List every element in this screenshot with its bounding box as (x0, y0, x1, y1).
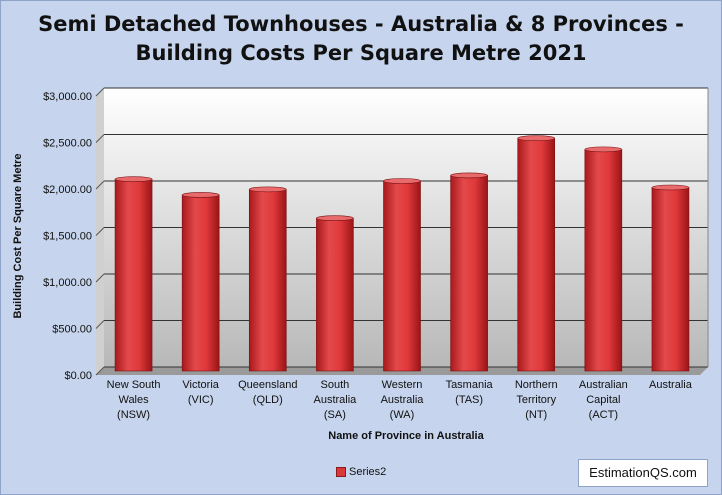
bar-front (248, 189, 287, 372)
chart-title-line-2: Building Costs Per Square Metre 2021 (135, 41, 587, 65)
x-category-label: Victoria (VIC) (182, 379, 219, 406)
bar (383, 178, 421, 372)
bar-top (316, 215, 354, 221)
y-tick-label: $2,500.00 (43, 138, 92, 150)
bar-top (181, 192, 220, 198)
x-category-label: Northern Territory (NT) (515, 379, 558, 421)
bar-front (517, 137, 556, 372)
x-category-line: Tasmania (446, 379, 494, 391)
x-category-line: (QLD) (253, 394, 283, 406)
bar-top (450, 172, 488, 179)
bar (248, 186, 287, 372)
x-category-line: Australian (579, 379, 628, 391)
bar (651, 184, 690, 372)
chart-title-line-1: Semi Detached Townhouses - Australia & 8… (38, 12, 684, 36)
y-tick-label: $0.00 (64, 370, 92, 382)
bar-top (383, 178, 421, 184)
bar-front (383, 180, 421, 372)
x-category-line: Australia (313, 394, 357, 406)
bar-top (248, 186, 287, 193)
legend: Series2 (336, 466, 386, 478)
bar (114, 176, 153, 372)
x-category-line: Territory (516, 394, 556, 406)
gridline-side (95, 366, 105, 376)
x-category-line: Queensland (238, 379, 297, 391)
x-axis-label: Name of Province in Australia (328, 430, 484, 442)
bar-front (316, 217, 354, 372)
x-category-line: (ACT) (589, 409, 618, 421)
bar-front (114, 178, 153, 372)
bar-top (517, 135, 556, 142)
branding-box: EstimationQS.com (578, 459, 708, 487)
gridline-side (95, 320, 105, 329)
y-tick-label: $3,000.00 (43, 91, 92, 103)
x-category-label: New South Wales (NSW) (107, 379, 161, 421)
bar (584, 146, 623, 372)
legend-swatch (336, 467, 346, 477)
bar-front (181, 194, 220, 372)
x-category-line: (TAS) (455, 394, 483, 406)
x-category-line: Northern (515, 379, 558, 391)
x-category-line: Victoria (182, 379, 219, 391)
x-category-line: (WA) (390, 409, 415, 421)
y-axis-label: Building Cost Per Square Metre (12, 153, 24, 319)
x-category-line: Australia (381, 394, 425, 406)
x-category-line: Wales (118, 394, 149, 406)
bar-front (651, 187, 690, 372)
bar (450, 172, 488, 372)
x-category-line: (NT) (525, 409, 547, 421)
gridline-side (95, 87, 105, 97)
gridline-side (95, 227, 105, 236)
x-category-label: Tasmania (TAS) (446, 379, 494, 406)
gridline-side (95, 134, 105, 143)
x-category-line: New South (107, 379, 161, 391)
bar-front (450, 175, 488, 372)
x-category-line: (NSW) (117, 409, 150, 421)
gridline-side (95, 180, 105, 190)
x-category-label: Australia (649, 379, 693, 391)
x-category-line: Australia (649, 379, 693, 391)
x-category-label: Australian Capital (ACT) (579, 379, 628, 421)
x-category-line: Capital (586, 394, 620, 406)
bar-front (584, 149, 623, 372)
x-category-line: (VIC) (188, 394, 214, 406)
x-category-label: Queensland (QLD) (238, 379, 297, 406)
gridline-side (95, 273, 105, 283)
y-tick-label: $1,000.00 (43, 277, 92, 289)
bar (316, 215, 354, 372)
x-category-line: South (321, 379, 350, 391)
bar-top (651, 184, 690, 191)
x-category-line: (SA) (324, 409, 346, 421)
x-category-label: South Australia (SA) (313, 379, 357, 421)
y-tick-label: $500.00 (52, 324, 92, 336)
bar (517, 135, 556, 372)
bar-top (584, 146, 623, 153)
bar-top (114, 176, 153, 182)
y-tick-label: $1,500.00 (43, 231, 92, 243)
chart-title: Semi Detached Townhouses - Australia & 8… (0, 10, 722, 68)
legend-label: Series2 (349, 466, 387, 478)
bar (181, 192, 220, 372)
x-category-label: Western Australia (WA) (381, 379, 425, 421)
y-tick-label: $2,000.00 (43, 184, 92, 196)
x-category-line: Western (382, 379, 423, 391)
